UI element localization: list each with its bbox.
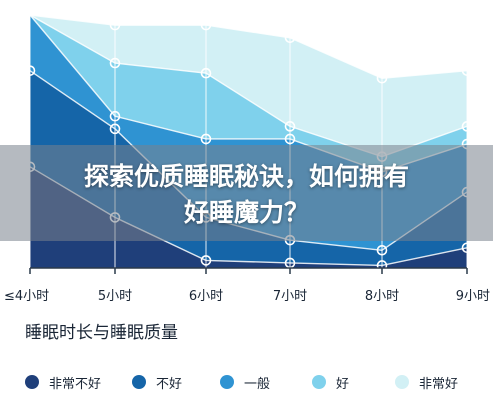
legend-label: 非常不好 (49, 376, 102, 392)
x-tick-label: 8小时 (365, 289, 399, 304)
x-tick-label: 7小时 (273, 289, 307, 304)
legend-label: 一般 (244, 376, 271, 392)
legend-item-bad: 不好 (132, 371, 182, 393)
series-line-4 (29, 14, 468, 79)
legend-marker (312, 375, 326, 389)
legend-marker (395, 375, 409, 389)
legend-label: 不好 (156, 376, 183, 392)
x-tick-label: 6小时 (189, 289, 223, 304)
chart-title: 睡眠时长与睡眠质量 (25, 323, 178, 343)
area-0 (30, 166, 467, 268)
data-point (24, 65, 36, 76)
legend-marker (25, 375, 39, 389)
data-point (109, 19, 121, 31)
legend-marker (132, 375, 146, 389)
legend-label: 好 (336, 376, 350, 392)
legend-marker (220, 375, 234, 389)
data-point (376, 244, 388, 256)
x-tick-label: 5小时 (98, 289, 132, 304)
data-point (109, 57, 121, 69)
data-point (284, 32, 296, 44)
legend: 非常不好 不好 一般 好 非常好 (0, 371, 493, 393)
data-point (461, 65, 473, 76)
data-point (200, 67, 212, 79)
data-point (461, 121, 473, 132)
legend-item-good: 好 (312, 371, 349, 393)
legend-label: 非常好 (419, 376, 459, 392)
banner-title-line-2: 好睡魔力？ (183, 198, 309, 227)
x-tick-label: ≤4小时 (4, 289, 49, 304)
title-banner: 探索优质睡眠秘诀，如何拥有 好睡魔力？ (0, 145, 493, 241)
legend-item-very-bad: 非常不好 (25, 371, 101, 393)
banner-title-line-1: 探索优质睡眠秘诀，如何拥有 (83, 162, 409, 191)
data-point (284, 121, 296, 132)
data-point (200, 19, 212, 31)
data-point (376, 72, 388, 84)
data-point (109, 123, 121, 135)
legend-item-very-good: 非常好 (395, 371, 458, 393)
legend-item-average: 一般 (220, 371, 270, 393)
data-point (461, 242, 473, 254)
data-point (284, 133, 296, 145)
data-point (200, 133, 212, 145)
x-tick-label: 9小时 (456, 289, 490, 304)
data-point (109, 110, 121, 122)
data-point (200, 255, 212, 266)
